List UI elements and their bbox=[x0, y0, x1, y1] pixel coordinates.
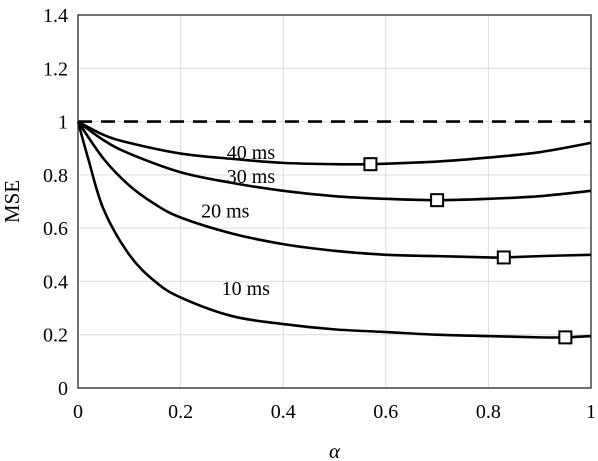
x-tick-labels: 0 0.2 0.4 0.6 0.8 1 bbox=[73, 401, 596, 423]
y-tick-labels: 0 0.2 0.4 0.6 0.8 1 1.2 1.4 bbox=[43, 5, 68, 400]
y-tick-label: 1.2 bbox=[43, 58, 68, 80]
series-label-10-ms: 10 ms bbox=[222, 278, 271, 300]
series-line-20-ms bbox=[76, 120, 592, 259]
x-tick-label: 0.8 bbox=[476, 401, 501, 423]
y-tick-label: 1.4 bbox=[43, 5, 68, 27]
y-tick-label: 0 bbox=[58, 378, 68, 400]
series-line-10-ms bbox=[76, 121, 592, 339]
series-label-40-ms: 40 ms bbox=[227, 142, 276, 164]
series-line-30-ms bbox=[77, 120, 592, 202]
x-tick-label: 0.4 bbox=[271, 401, 296, 423]
min-markers bbox=[363, 157, 573, 345]
y-tick-label: 0.6 bbox=[43, 218, 68, 240]
min-marker-10-ms bbox=[558, 330, 573, 345]
y-tick-label: 0.8 bbox=[43, 165, 68, 187]
x-tick-label: 0 bbox=[73, 401, 83, 423]
series-label-20-ms: 20 ms bbox=[201, 200, 250, 222]
axes-box bbox=[77, 14, 592, 389]
y-tick-label: 0.2 bbox=[43, 325, 68, 347]
y-axis-label: MSE bbox=[0, 180, 24, 223]
min-marker-20-ms bbox=[496, 250, 511, 265]
y-tick-label: 1 bbox=[58, 112, 68, 134]
series-label-30-ms: 30 ms bbox=[227, 166, 276, 188]
x-tick-label: 0.2 bbox=[168, 401, 193, 423]
series-line-40-ms bbox=[77, 120, 592, 166]
min-marker-30-ms bbox=[430, 193, 445, 208]
x-tick-label: 0.6 bbox=[373, 401, 398, 423]
x-axis-label: α bbox=[329, 439, 341, 461]
x-tick-label: 1 bbox=[586, 401, 596, 423]
min-marker-40-ms bbox=[363, 157, 378, 172]
series-lines bbox=[76, 120, 592, 339]
y-tick-label: 0.4 bbox=[43, 271, 68, 293]
grid bbox=[77, 14, 592, 389]
